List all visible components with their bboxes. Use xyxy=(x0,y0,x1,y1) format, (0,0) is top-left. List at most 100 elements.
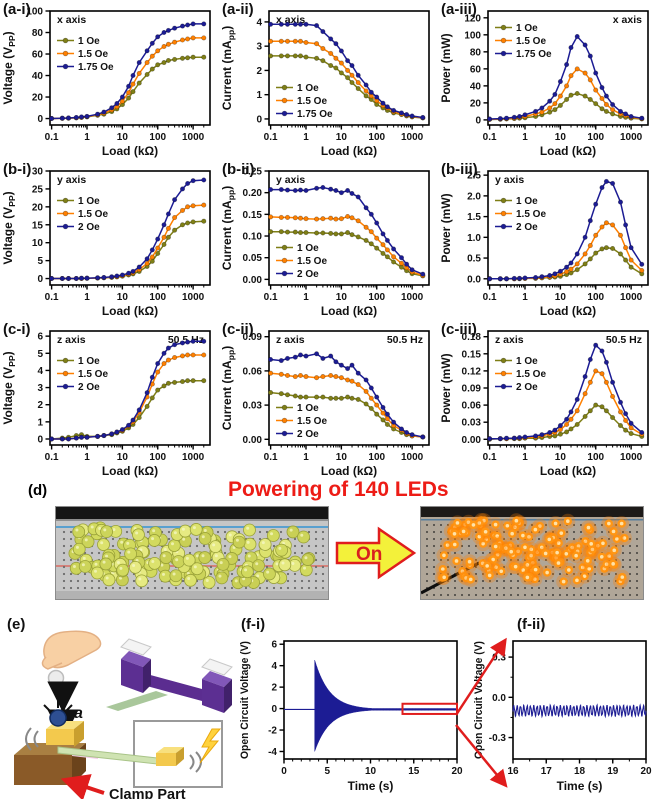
impact-marks-icon xyxy=(43,700,73,712)
chart-current-y-axis: 0.1 1 10 100 1000 0.00 0.05 0.10 0.15 0.20 0.25 Loa… xyxy=(220,167,430,318)
mold-3d-icon xyxy=(106,638,233,713)
clamp-label: Clamp Part xyxy=(109,787,186,799)
chart-open-circuit-voltage-zoom: 16 17 18 19 20 -0.3 0.0 0.3 Time (s) Open Circuit… xyxy=(473,640,652,793)
svg-text:0.1: 0.1 xyxy=(483,452,497,463)
svg-text:3: 3 xyxy=(256,42,262,53)
svg-text:z axis: z axis xyxy=(276,334,305,346)
panel-label: (c-iii) xyxy=(441,321,477,338)
svg-text:1000: 1000 xyxy=(401,452,424,463)
svg-text:2 Oe: 2 Oe xyxy=(78,222,100,233)
panel-c-i: (c-i) 0.1 1 10 100 1000 0 1 2 3 4 5 6 Load (kΩ) Volta… xyxy=(0,320,219,480)
panel-label: (d) xyxy=(28,482,48,499)
svg-text:Open Circuit Voltage (V): Open Circuit Voltage (V) xyxy=(239,641,251,759)
svg-text:100: 100 xyxy=(368,452,385,463)
svg-text:-2: -2 xyxy=(268,726,277,737)
svg-text:y axis: y axis xyxy=(57,174,86,186)
led-photo-off xyxy=(55,506,329,600)
svg-text:100: 100 xyxy=(149,452,166,463)
svg-text:40: 40 xyxy=(470,81,482,92)
svg-text:80: 80 xyxy=(32,28,44,39)
svg-text:0.00: 0.00 xyxy=(243,435,263,446)
svg-text:10: 10 xyxy=(117,452,129,463)
svg-text:120: 120 xyxy=(464,13,481,24)
svg-text:0.25: 0.25 xyxy=(243,167,263,178)
panel-label: (a-i) xyxy=(3,1,31,18)
chart-voltage-y-axis: 0.1 1 10 100 1000 0 5 10 15 20 25 30 Load (kΩ) Voltag… xyxy=(1,167,211,318)
svg-text:0.1: 0.1 xyxy=(264,132,278,143)
svg-text:0.05: 0.05 xyxy=(243,253,263,264)
svg-text:1.5 Oe: 1.5 Oe xyxy=(516,36,546,47)
svg-text:10: 10 xyxy=(555,132,567,143)
svg-text:y axis: y axis xyxy=(276,174,305,186)
svg-text:0.00: 0.00 xyxy=(462,435,482,446)
svg-text:0.3: 0.3 xyxy=(492,653,506,664)
svg-text:1: 1 xyxy=(37,417,43,428)
svg-text:Current (mApp): Current (mApp) xyxy=(220,26,236,111)
clamp-assembly-icon: Clamp Part xyxy=(14,700,223,799)
svg-text:15: 15 xyxy=(32,220,44,231)
svg-text:0.15: 0.15 xyxy=(462,349,482,360)
svg-text:100: 100 xyxy=(587,292,604,303)
panel-label: (a-ii) xyxy=(222,1,254,18)
chart-current-x-axis: 0.1 1 10 100 1000 0 1 2 3 4 Load (kΩ) Current (mApp… xyxy=(220,10,430,158)
svg-text:2: 2 xyxy=(271,683,277,694)
svg-text:0.1: 0.1 xyxy=(45,452,59,463)
svg-text:10: 10 xyxy=(365,766,377,777)
svg-text:1.5 Oe: 1.5 Oe xyxy=(297,96,327,107)
svg-text:x axis: x axis xyxy=(613,14,642,26)
svg-text:Voltage (VPP): Voltage (VPP) xyxy=(1,351,17,424)
chart-power-z-axis: 0.1 1 10 100 1000 0.00 0.03 0.06 0.09 0.12 0.15 0.1… xyxy=(439,330,649,478)
svg-text:2.0: 2.0 xyxy=(467,191,481,202)
svg-text:1.5 Oe: 1.5 Oe xyxy=(78,369,108,380)
chart-open-circuit-voltage: 0 5 10 15 20 -4 -2 0 2 4 6 Time (s) Open Circuit Vol… xyxy=(239,640,463,793)
svg-text:100: 100 xyxy=(587,132,604,143)
svg-text:0.1: 0.1 xyxy=(264,452,278,463)
svg-text:100: 100 xyxy=(368,132,385,143)
svg-text:0: 0 xyxy=(37,114,43,125)
panel-f-i: (f-i) 0 5 10 15 20 -4 -2 0 2 4 6 Time (s) Open Circu… xyxy=(238,615,470,800)
chart-current-z-axis: 0.1 1 10 100 1000 0.00 0.03 0.06 0.09 Load (kΩ) Cu… xyxy=(220,330,430,478)
svg-text:10: 10 xyxy=(336,452,348,463)
svg-text:0.0: 0.0 xyxy=(492,693,506,704)
panel-a-i: (a-i) 0.1 1 10 100 1000 0 20 40 60 80 100 Load (kΩ)… xyxy=(0,0,219,160)
svg-text:1: 1 xyxy=(303,132,309,143)
panel-label: (b-ii) xyxy=(222,161,255,178)
svg-text:100: 100 xyxy=(587,452,604,463)
svg-text:1 Oe: 1 Oe xyxy=(297,243,319,254)
svg-text:1000: 1000 xyxy=(620,452,643,463)
svg-text:Open Circuit Voltage (V): Open Circuit Voltage (V) xyxy=(473,641,485,759)
svg-text:0.0: 0.0 xyxy=(467,274,481,285)
panel-a-ii: (a-ii) 0.1 1 10 100 1000 0 1 2 3 4 Load (kΩ) Curren… xyxy=(219,0,438,160)
svg-text:0.1: 0.1 xyxy=(483,132,497,143)
panel-label: (f-ii) xyxy=(517,616,546,633)
svg-text:1: 1 xyxy=(84,132,90,143)
svg-text:1 Oe: 1 Oe xyxy=(297,83,319,94)
svg-text:0: 0 xyxy=(475,115,481,126)
svg-text:1000: 1000 xyxy=(182,132,205,143)
svg-text:1: 1 xyxy=(522,292,528,303)
magnet-icon xyxy=(49,709,67,727)
svg-text:60: 60 xyxy=(32,50,44,61)
panel-label: (b-iii) xyxy=(441,161,478,178)
led-photo-on xyxy=(420,506,644,600)
panel-b-ii: (b-ii) 0.1 1 10 100 1000 0.00 0.05 0.10 0.15 0.20… xyxy=(219,160,438,320)
svg-text:Load (kΩ): Load (kΩ) xyxy=(540,304,596,318)
svg-text:Power (mW): Power (mW) xyxy=(439,33,453,102)
svg-text:1: 1 xyxy=(84,292,90,303)
svg-text:5: 5 xyxy=(37,256,43,267)
svg-text:Time (s): Time (s) xyxy=(348,779,394,793)
svg-text:2 Oe: 2 Oe xyxy=(516,382,538,393)
svg-text:1 Oe: 1 Oe xyxy=(516,356,538,367)
svg-text:4: 4 xyxy=(37,366,43,377)
svg-text:1.5 Oe: 1.5 Oe xyxy=(78,49,108,60)
svg-text:2 Oe: 2 Oe xyxy=(78,382,100,393)
svg-text:60: 60 xyxy=(470,64,482,75)
svg-text:3: 3 xyxy=(37,383,43,394)
svg-text:0.1: 0.1 xyxy=(45,132,59,143)
panel-b-iii: (b-iii) 0.1 1 10 100 1000 0.0 0.5 1.0 1.5 2.0 2.5 L… xyxy=(438,160,657,320)
svg-text:Power (mW): Power (mW) xyxy=(439,193,453,262)
on-arrow-icon: On xyxy=(335,526,417,580)
svg-text:Current (mApp): Current (mApp) xyxy=(220,346,236,431)
panel-c-ii: (c-ii) 0.1 1 10 100 1000 0.00 0.03 0.06 0.09 Load… xyxy=(219,320,438,480)
